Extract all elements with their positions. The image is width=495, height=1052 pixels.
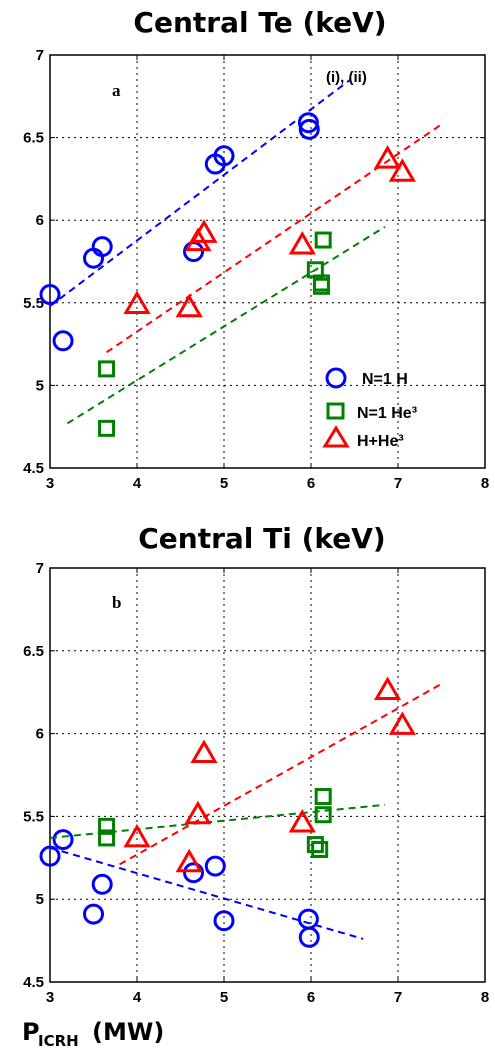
fit-line-h-he3 [105, 123, 443, 354]
data-point-h [39, 845, 61, 867]
data-point-h [52, 330, 74, 352]
x-tick-label: 8 [481, 989, 489, 1006]
data-point-he3 [98, 360, 116, 378]
x-tick-label: 4 [133, 475, 142, 492]
fit-line-h [49, 846, 364, 940]
legend-circle-marker [325, 367, 347, 389]
x-axis-label-subscript: ICRH [38, 1032, 79, 1050]
plot-frame [49, 567, 486, 983]
data-point-h-he3 [123, 823, 151, 848]
data-point-h-he3 [190, 219, 218, 243]
data-point-he3 [306, 836, 324, 854]
data-point-h [213, 145, 235, 167]
x-tick-label: 6 [307, 989, 315, 1006]
data-point-he3 [98, 817, 116, 835]
y-tick-label: 6.5 [23, 643, 44, 660]
data-point-h [297, 908, 319, 930]
data-point-h-he3 [288, 809, 316, 833]
legend-triangle-marker [322, 425, 350, 448]
y-tick-label: 5.5 [23, 295, 44, 312]
y-tick-label: 7 [36, 560, 44, 577]
y-tick-label: 5 [36, 377, 44, 394]
data-point-h [83, 903, 104, 925]
data-point-h [91, 873, 113, 895]
data-point-h-he3 [175, 293, 203, 318]
data-point-he3 [312, 277, 330, 295]
x-tick-label: 3 [46, 475, 54, 492]
data-point-h [298, 118, 320, 140]
x-tick-label: 4 [133, 989, 142, 1006]
data-point-h [204, 855, 226, 877]
data-point-he3 [314, 806, 332, 824]
data-point-h [91, 236, 113, 258]
x-tick-label: 3 [46, 989, 54, 1006]
legend-label-he3: N=1 He³ [357, 405, 417, 422]
x-axis-label-main: P [22, 1018, 40, 1046]
plot-frame [49, 54, 486, 469]
panel-b-plot: 3 4 5 6 7 8 4.5 5 5.5 6 6.5 7 [23, 560, 489, 1006]
fit-line-he3 [66, 225, 386, 425]
panel-b-label: b [112, 593, 121, 612]
y-tick-label: 5 [36, 891, 44, 908]
x-axis-label-unit: (MW) [92, 1018, 164, 1046]
x-tick-label: 5 [220, 475, 228, 492]
data-point-h [298, 926, 320, 948]
x-axis-label: P ICRH (MW) [22, 1018, 164, 1050]
y-tick-label: 6 [36, 212, 44, 229]
data-point-h-he3 [175, 848, 203, 873]
data-point-h-he3 [388, 711, 416, 735]
data-point-h [183, 862, 205, 884]
x-tick-label: 7 [394, 475, 402, 492]
panel-a-title: Central Te (keV) [133, 6, 386, 39]
y-tick-label: 5.5 [23, 808, 44, 825]
y-tick-label: 6 [36, 726, 44, 743]
data-point-h [213, 910, 235, 932]
data-point-he3 [311, 841, 329, 859]
legend: N=1 H N=1 He³ H+He³ [322, 367, 417, 450]
y-tick-label: 7 [36, 47, 44, 64]
data-point-h-he3 [184, 800, 212, 825]
x-tick-label: 5 [220, 989, 228, 1006]
legend-label-h-he3: H+He³ [357, 433, 404, 450]
y-tick-label: 4.5 [23, 974, 44, 991]
x-tick-label: 6 [307, 475, 315, 492]
panel-a-plot: 3 4 5 6 7 8 4.5 5 5.5 6 6.5 7 [23, 47, 489, 492]
data-point-h-he3 [190, 739, 218, 763]
panel-a-annotation: (i), (ii) [326, 69, 367, 86]
y-tick-label: 6.5 [23, 130, 44, 147]
data-point-he3 [314, 231, 332, 249]
legend-label-h: N=1 H [362, 371, 408, 388]
data-point-h-he3 [288, 230, 316, 255]
x-tick-label: 7 [394, 989, 402, 1006]
data-point-he3 [314, 788, 332, 806]
data-point-h-he3 [123, 290, 151, 314]
data-point-he3 [98, 419, 116, 437]
data-point-h-he3 [373, 676, 402, 701]
legend-square-marker [326, 402, 345, 420]
y-tick-label: 4.5 [23, 460, 44, 477]
data-point-h [183, 241, 205, 263]
data-point-h-he3 [373, 145, 402, 169]
data-point-h [52, 829, 74, 851]
panel-b-title: Central Ti (keV) [138, 522, 385, 555]
data-point-h-he3 [388, 158, 416, 182]
data-point-he3 [98, 829, 116, 847]
fit-line-h-he3 [119, 683, 442, 866]
data-point-h [39, 284, 61, 306]
panel-a-label: a [112, 81, 121, 100]
x-tick-label: 8 [481, 475, 489, 492]
